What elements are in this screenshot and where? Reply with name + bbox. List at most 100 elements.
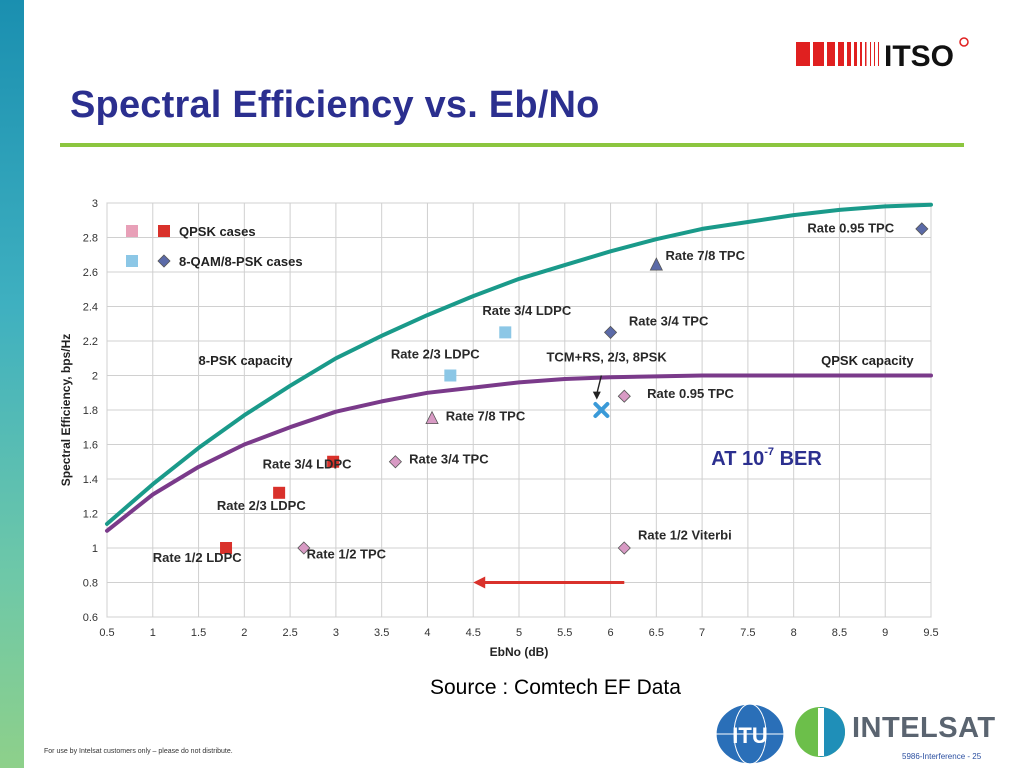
data-point-marker xyxy=(297,541,311,555)
y-tick-label: 2.2 xyxy=(83,336,98,348)
x-tick-label: 4.5 xyxy=(466,627,481,639)
slide-title: Spectral Efficiency vs. Eb/No xyxy=(70,84,600,126)
x-tick-label: 1.5 xyxy=(191,627,206,639)
y-tick-label: 2.6 xyxy=(83,267,98,279)
chart-grid xyxy=(106,202,932,618)
legend-label: 8-QAM/8-PSK cases xyxy=(179,254,303,269)
pointer-shaft xyxy=(596,375,603,394)
x-tick-label: 2.5 xyxy=(282,627,297,639)
data-point-label: Rate 1/2 Viterbi xyxy=(638,527,732,542)
qpsk-capacity-curve xyxy=(105,373,933,533)
x-tick-labels: 0.5 1 1.5 2 2.5 3 3.5 4 4.5 5 5.5 6 6.5 7 7.5 8 8.5 9 9.5 xyxy=(99,627,938,639)
x-tick-label: 3.5 xyxy=(374,627,389,639)
data-point-marker xyxy=(444,369,457,382)
data-point-marker xyxy=(220,542,233,554)
data-point-marker xyxy=(327,455,340,468)
x-tick-label: 1 xyxy=(150,627,156,639)
data-point-marker xyxy=(499,326,512,339)
title-rule xyxy=(60,143,964,147)
y-tick-label: 0.8 xyxy=(83,578,98,590)
data-point-marker xyxy=(915,222,929,236)
x-axis-label: EbNo (dB) xyxy=(490,645,549,659)
intelsat-logo-text: INTELSAT xyxy=(852,712,996,744)
data-point-marker xyxy=(617,541,631,555)
x-tick-label: 4 xyxy=(424,627,430,639)
y-tick-label: 2 xyxy=(92,371,98,383)
legend-marker xyxy=(157,254,171,268)
x-tick-label: 8.5 xyxy=(832,627,847,639)
x-tick-label: 8 xyxy=(791,627,797,639)
improvement-arrow xyxy=(473,576,625,589)
curve-label: 8-PSK capacity xyxy=(199,353,294,368)
itso-logo-text: ITSO xyxy=(884,40,954,73)
y-tick-label: 2.4 xyxy=(83,302,98,314)
itu-logo-text: ITU xyxy=(732,723,767,748)
x-tick-label: 7.5 xyxy=(740,627,755,639)
y-tick-label: 0.6 xyxy=(83,612,98,624)
data-point-marker xyxy=(273,486,286,499)
y-tick-label: 1 xyxy=(92,543,98,555)
itso-logo: ITSO xyxy=(796,37,969,73)
footer-note: For use by Intelsat customers only – ple… xyxy=(44,748,233,755)
ber-exponent: -7 xyxy=(764,446,774,458)
data-point-marker xyxy=(617,389,631,403)
y-tick-label: 2.8 xyxy=(83,233,98,245)
x-tick-label: 5.5 xyxy=(557,627,572,639)
legend-marker xyxy=(158,225,170,237)
legend-marker xyxy=(126,225,138,237)
spectral-efficiency-chart: 0.5 1 1.5 2 2.5 3 3.5 4 4.5 5 5.5 6 6.5 7 7.5 8 8.5 9 9.5 … xyxy=(59,198,939,659)
data-point-label: Rate 2/3 LDPC xyxy=(217,498,306,513)
data-points: Rate 1/2 LDPC Rate 2/3 LDPC Rate 3/4 LDPC R… xyxy=(153,220,929,565)
capacity-curves: 8-PSK capacity QPSK capacity xyxy=(105,202,933,533)
x-tick-label: 9 xyxy=(882,627,888,639)
x-tick-label: 3 xyxy=(333,627,339,639)
y-tick-label: 1.6 xyxy=(83,440,98,452)
pointer-head xyxy=(592,391,601,400)
x-tick-label: 9.5 xyxy=(923,627,938,639)
ber-annotation: AT 10-7 BER xyxy=(711,446,822,470)
footer-page-number: 5986-Interference - 25 xyxy=(902,752,982,761)
data-point-label: Rate 3/4 LDPC xyxy=(263,457,352,472)
curve-label: QPSK capacity xyxy=(821,353,914,368)
data-point-marker xyxy=(649,257,663,271)
data-point-label: Rate 0.95 TPC xyxy=(807,220,894,235)
data-point-label: TCM+RS, 2/3, 8PSK xyxy=(546,350,667,365)
arrow-head xyxy=(473,576,486,589)
data-point-label: Rate 7/8 TPC xyxy=(665,248,745,263)
data-point-marker xyxy=(388,455,402,469)
y-tick-label: 1.4 xyxy=(83,474,98,486)
y-axis-label: Spectral Efficiency, bps/Hz xyxy=(59,334,73,487)
intelsat-globe-icon xyxy=(795,707,845,757)
psk8-capacity-curve xyxy=(105,202,933,526)
data-point-label: Rate 0.95 TPC xyxy=(647,386,734,401)
side-stripe xyxy=(0,0,24,768)
data-point-label: Rate 3/4 TPC xyxy=(629,313,709,328)
ber-prefix: AT 10 xyxy=(711,448,764,470)
data-point-marker xyxy=(593,402,610,418)
y-tick-label: 3 xyxy=(92,198,98,210)
source-caption: Source : Comtech EF Data xyxy=(430,676,681,699)
x-tick-label: 6 xyxy=(607,627,613,639)
chart-legend: QPSK cases 8-QAM/8-PSK cases xyxy=(126,224,303,269)
y-tick-label: 1.2 xyxy=(83,509,98,521)
x-tick-label: 5 xyxy=(516,627,522,639)
data-point-marker xyxy=(603,325,618,339)
itu-logo: ITU xyxy=(715,703,785,765)
data-point-label: Rate 1/2 LDPC xyxy=(153,550,242,565)
y-tick-label: 1.8 xyxy=(83,405,98,417)
data-point-label: Rate 7/8 TPC xyxy=(446,408,526,423)
legend-label: QPSK cases xyxy=(179,224,256,239)
x-tick-label: 2 xyxy=(241,627,247,639)
legend-marker xyxy=(126,255,138,267)
ber-suffix: BER xyxy=(774,448,822,470)
data-point-label: Rate 3/4 LDPC xyxy=(482,303,571,318)
tcm-pointer-arrow xyxy=(592,375,603,400)
x-tick-label: 0.5 xyxy=(99,627,114,639)
x-tick-label: 7 xyxy=(699,627,705,639)
data-point-label: Rate 1/2 TPC xyxy=(307,546,387,561)
data-point-label: Rate 3/4 TPC xyxy=(409,451,489,466)
y-tick-labels: 0.6 0.8 1 1.2 1.4 1.6 1.8 2 2.2 2.4 2.6 2.8 3 xyxy=(83,198,98,624)
data-point-label: Rate 2/3 LDPC xyxy=(391,346,480,361)
data-point-marker xyxy=(425,410,439,425)
x-tick-label: 6.5 xyxy=(649,627,664,639)
